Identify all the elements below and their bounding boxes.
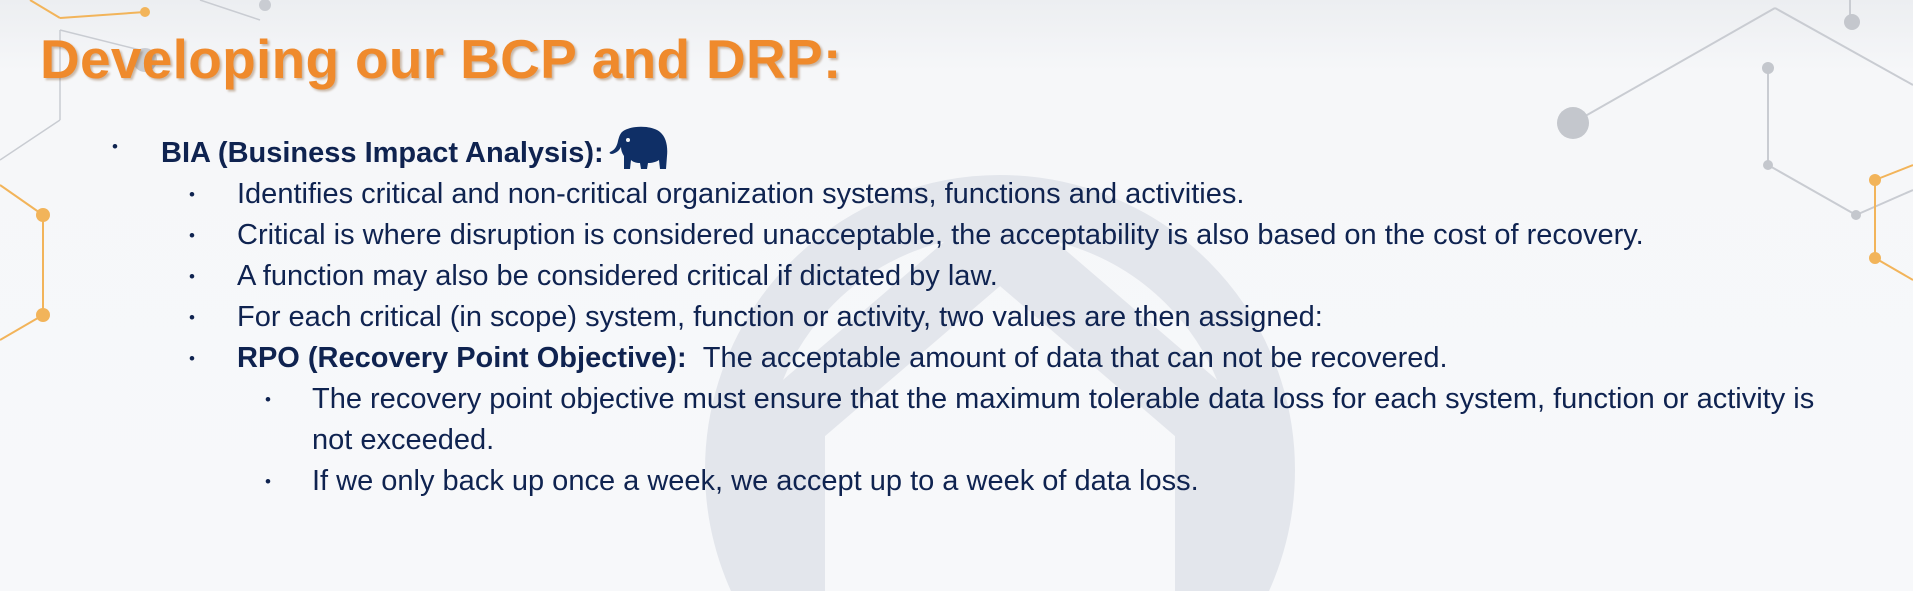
bullet-marker: •: [189, 267, 195, 286]
left-network-decoration: [0, 0, 146, 341]
bia-point-text: Identifies critical and non-critical org…: [237, 178, 1245, 210]
rpo-label: RPO (Recovery Point Objective):: [237, 342, 687, 374]
bullet-marker: •: [189, 185, 195, 204]
right-network-decoration: [1572, 0, 1913, 216]
bullet-marker: •: [265, 390, 271, 409]
right-orange-nodes: [1869, 174, 1881, 264]
watermark-emblem: [705, 175, 1295, 591]
bullet-marker: •: [265, 472, 271, 491]
bia-point-1: • Identifies critical and non-critical o…: [0, 174, 1797, 215]
slide-title: Developing our BCP and DRP:: [40, 28, 842, 90]
rpo-subpoint-text: The recovery point objective must ensure…: [312, 383, 1815, 456]
bullet-marker: •: [189, 349, 195, 368]
bia-point-text: A function may also be considered critic…: [237, 260, 998, 292]
right-orange-network: [1874, 164, 1913, 281]
rpo-point: • RPO (Recovery Point Objective): The ac…: [0, 338, 1797, 379]
rpo-subpoint-2: • If we only back up once a week, we acc…: [0, 461, 1832, 502]
bullet-marker: •: [189, 226, 195, 245]
bia-point-3: • A function may also be considered crit…: [0, 256, 1797, 297]
left-grey-lines: [0, 0, 261, 161]
bia-point-text: Critical is where disruption is consider…: [237, 219, 1644, 251]
elephant-icon: [609, 126, 667, 169]
bia-point-text: For each critical (in scope) system, fun…: [237, 301, 1323, 333]
bia-bullet: • BIA (Business Impact Analysis):: [0, 126, 1913, 174]
bia-heading: BIA (Business Impact Analysis):: [161, 137, 604, 169]
left-grey-nodes: [133, 0, 271, 72]
rpo-subpoint-text: If we only back up once a week, we accep…: [312, 465, 1199, 497]
rpo-subpoint-1: • The recovery point objective must ensu…: [0, 379, 1832, 461]
bullet-marker: •: [189, 308, 195, 327]
right-network-nodes: [1557, 14, 1861, 220]
bullet-marker: •: [112, 137, 118, 156]
rpo-text: The acceptable amount of data that can n…: [702, 342, 1448, 374]
left-network-nodes: [36, 7, 150, 322]
bia-point-2: • Critical is where disruption is consid…: [0, 215, 1797, 256]
slide-body: • BIA (Business Impact Analysis): • Iden…: [0, 126, 1913, 502]
bia-point-4: • For each critical (in scope) system, f…: [0, 297, 1797, 338]
